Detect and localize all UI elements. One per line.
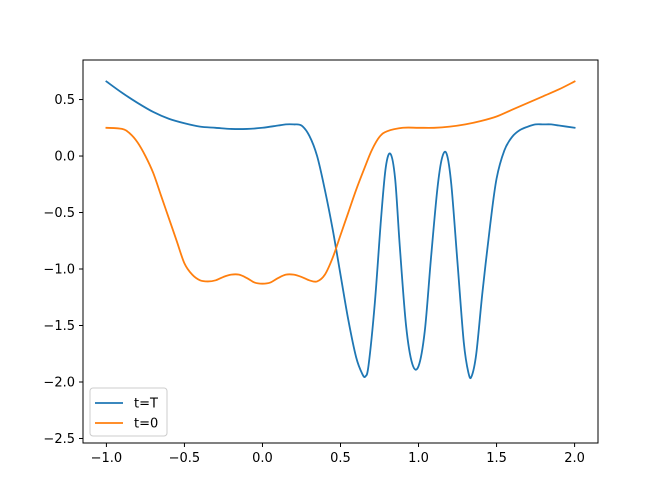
- x-tick-label: −1.0: [91, 451, 123, 466]
- y-tick-label: 0.5: [54, 93, 75, 108]
- y-tick-label: −2.0: [43, 375, 75, 390]
- x-axis: −1.0 −0.5 0.0 0.5 1.0 1.5 2.0: [91, 443, 585, 466]
- y-axis: 0.5 0.0 −0.5 −1.0 −1.5 −2.0 −2.5: [43, 93, 83, 447]
- legend-label: t=T: [134, 397, 158, 412]
- y-tick-label: −0.5: [43, 206, 75, 221]
- series-line-t-T: [105, 80, 576, 380]
- legend: t=T t=0: [89, 387, 168, 437]
- legend-box: [89, 387, 168, 437]
- x-tick-label: 0.0: [252, 451, 273, 466]
- x-tick-label: 1.0: [408, 451, 429, 466]
- series-line-t-0: [105, 80, 576, 285]
- series-layer: [105, 80, 576, 380]
- x-tick-label: −0.5: [169, 451, 201, 466]
- y-tick-label: −1.5: [43, 319, 75, 334]
- y-tick-label: 0.0: [54, 150, 75, 165]
- x-tick-label: 2.0: [564, 451, 585, 466]
- legend-label: t=0: [134, 417, 158, 432]
- x-tick-label: 1.5: [486, 451, 507, 466]
- y-tick-label: −2.5: [43, 432, 75, 447]
- y-tick-label: −1.0: [43, 263, 75, 278]
- x-tick-label: 0.5: [330, 451, 351, 466]
